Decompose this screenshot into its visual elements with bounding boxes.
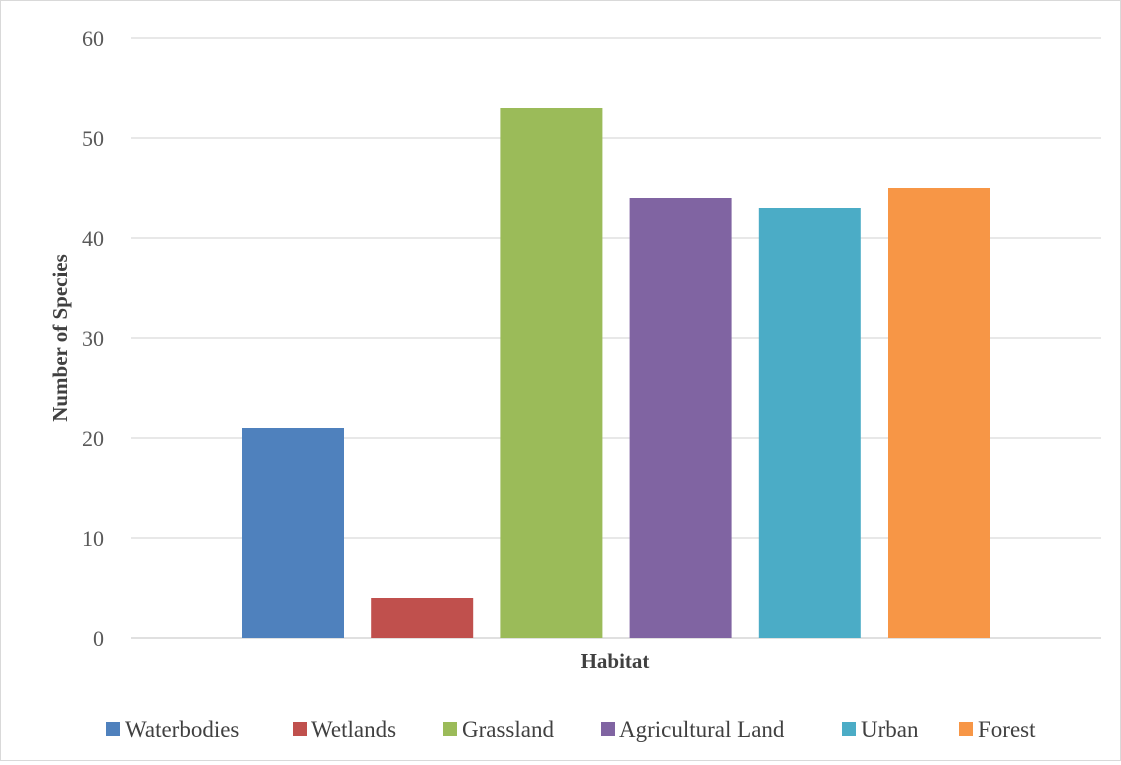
bar-urban [758,208,861,638]
legend-label: Wetlands [311,717,396,742]
legend-item: Waterbodies [106,717,239,742]
legend-swatch [842,722,856,736]
legend-label: Forest [978,717,1036,742]
legend-label: Agricultural Land [619,717,785,742]
legend-item: Agricultural Land [601,717,785,742]
y-tick-label: 60 [82,26,104,51]
bars [242,108,990,638]
legend-item: Grassland [443,717,554,742]
y-axis-title: Number of Species [48,254,72,422]
x-axis-title: Habitat [581,649,650,673]
legend-item: Urban [842,717,919,742]
bar-wetlands [371,598,474,638]
bar-agricultural-land [629,198,732,638]
legend-label: Grassland [462,717,554,742]
y-tick-label: 40 [82,226,104,251]
y-tick-label: 30 [82,326,104,351]
legend-label: Urban [861,717,919,742]
legend-swatch [443,722,457,736]
legend-item: Forest [959,717,1036,742]
bar-forest [888,188,990,638]
legend-swatch [959,722,973,736]
legend-label: Waterbodies [125,717,239,742]
bar-grassland [500,108,603,638]
bar-waterbodies [242,428,344,638]
legend-swatch [293,722,307,736]
y-tick-label: 50 [82,126,104,151]
y-axis-ticks: 0 10 20 30 40 50 60 [82,26,104,651]
y-tick-label: 10 [82,526,104,551]
legend: Waterbodies Wetlands Grassland Agricultural… [106,717,1036,742]
y-tick-label: 0 [93,626,104,651]
legend-swatch [601,722,615,736]
y-tick-label: 20 [82,426,104,451]
legend-swatch [106,722,120,736]
legend-item: Wetlands [293,717,396,742]
